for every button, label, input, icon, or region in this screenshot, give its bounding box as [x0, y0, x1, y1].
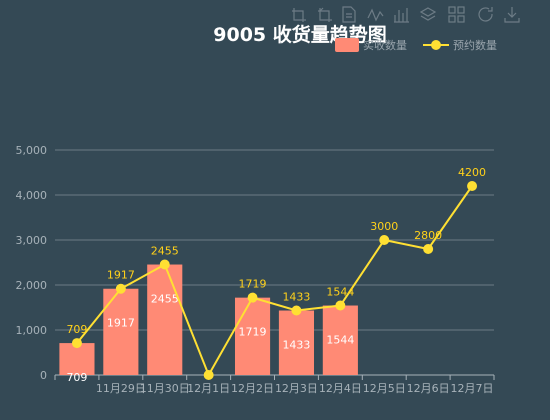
line-point: [71, 338, 82, 349]
line-point: [423, 244, 434, 254]
bar-type-icon[interactable]: [394, 8, 409, 23]
line-label: 709: [66, 323, 87, 336]
line-point: [379, 235, 390, 245]
x-tick-label: 12月3日: [275, 382, 318, 395]
bar: [147, 264, 183, 375]
series-line: [76, 185, 473, 378]
bar-label: 1917: [107, 317, 135, 330]
zoom-icon[interactable]: [292, 8, 306, 22]
line-label: 1433: [282, 291, 310, 304]
bar: [234, 297, 271, 375]
y-axis: 0 1,000 2,000 3,000 4,000 5,000: [16, 144, 48, 382]
x-tick-label: 11月29日: [96, 382, 146, 395]
line-point: [467, 181, 478, 191]
bar: [278, 310, 315, 375]
line-label: 1544: [326, 286, 354, 299]
save-image-icon[interactable]: [504, 7, 520, 23]
bar-label: 2455: [151, 293, 179, 306]
bar-label: 1719: [239, 326, 267, 339]
bar-label: 709: [66, 371, 87, 384]
line-labels: 709 1917 2455 1719 1433 1544 3000 2800 4200: [66, 166, 486, 336]
bar-label: 1544: [326, 334, 354, 347]
line-label: 2800: [414, 229, 442, 242]
toolbox: [292, 6, 520, 23]
x-tick-label: 12月4日: [319, 382, 362, 395]
y-tick-label: 2,000: [16, 279, 48, 292]
legend: 实收数量 预约数量: [335, 38, 497, 52]
bar: [322, 305, 358, 375]
line-point: [291, 305, 302, 316]
line-type-icon[interactable]: [367, 8, 384, 22]
legend-label-bar: 实收数量: [363, 38, 407, 52]
zoom-reset-icon[interactable]: [318, 7, 332, 22]
tiled-icon[interactable]: [448, 6, 465, 23]
line-label: 3000: [370, 220, 398, 233]
legend-swatch-bar: [335, 38, 359, 52]
legend-item-line[interactable]: 预约数量: [423, 39, 497, 52]
line-point: [115, 283, 126, 294]
x-tick-label: 12月7日: [451, 382, 494, 395]
line-label: 4200: [458, 166, 486, 179]
stack-icon[interactable]: [419, 7, 437, 21]
x-tick-label: 12月5日: [363, 382, 406, 395]
bar-label: 1433: [282, 339, 310, 352]
bar: [59, 343, 95, 375]
data-view-icon[interactable]: [342, 6, 356, 23]
line-label: 2455: [151, 245, 179, 258]
legend-swatch-dot: [431, 40, 441, 50]
line-point: [247, 292, 258, 303]
bar-labels: 709 1917 2455 1719 1433 1544: [66, 293, 354, 385]
bar: [103, 288, 139, 375]
x-tick-label: 11月30日: [140, 382, 190, 395]
x-tick-label: 12月2日: [231, 382, 274, 395]
legend-label-line: 预约数量: [453, 39, 497, 52]
legend-item-bar[interactable]: 实收数量: [335, 38, 407, 52]
line-label: 1719: [239, 278, 267, 291]
line-point: [203, 370, 214, 380]
line-series: [71, 181, 478, 380]
restore-icon[interactable]: [478, 7, 493, 22]
x-tick-label: 12月1日: [187, 382, 230, 395]
y-tick-label: 0: [40, 369, 47, 382]
y-tick-label: 5,000: [16, 144, 48, 157]
line-point: [159, 259, 170, 270]
y-tick-label: 4,000: [16, 189, 48, 202]
chart-title: 9005 收货量趋势图: [213, 23, 387, 46]
y-tick-label: 3,000: [16, 234, 48, 247]
bar-series: [59, 264, 358, 375]
line-point: [335, 300, 346, 311]
y-tick-label: 1,000: [16, 324, 48, 337]
x-tick-label: 12月6日: [407, 382, 450, 395]
line-label: 1917: [107, 269, 135, 282]
